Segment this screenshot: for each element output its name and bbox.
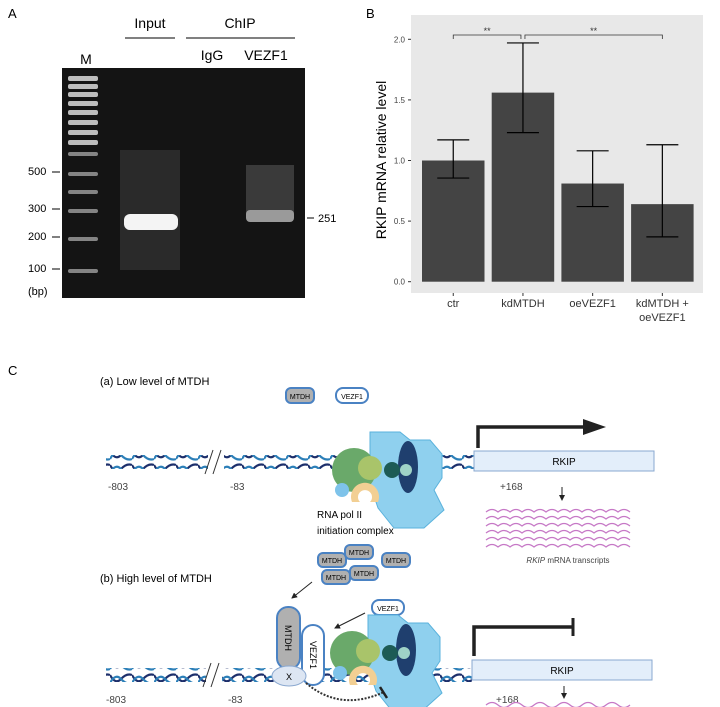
low-mtdh-title: (a) Low level of MTDH	[100, 376, 209, 388]
svg-text:+168: +168	[496, 695, 519, 706]
chip-label: ChIP	[224, 15, 255, 31]
dna-segment	[106, 455, 208, 469]
significance-label: **	[590, 26, 598, 36]
svg-text:MTDH: MTDH	[290, 394, 310, 401]
x-tick-label: kdMTDH +	[636, 298, 689, 310]
repressed-arrow	[472, 625, 573, 656]
high-mtdh-title: (b) High level of MTDH	[100, 573, 212, 585]
y-tick-label: 0.5	[394, 217, 406, 226]
significance-bracket	[524, 34, 663, 39]
svg-text:X: X	[286, 672, 292, 682]
marker-label: M	[80, 51, 92, 67]
svg-text:MTDH: MTDH	[326, 575, 346, 582]
igg-label: IgG	[201, 47, 224, 63]
significance-label: **	[484, 26, 492, 36]
x-tick-label: kdMTDH	[501, 298, 544, 310]
complex-label: RNA pol II	[317, 510, 362, 521]
svg-text:VEZF1: VEZF1	[308, 641, 318, 669]
svg-text:500: 500	[28, 166, 46, 178]
svg-text:-803: -803	[108, 482, 128, 493]
size-markers: 500 300 200 100 (bp)	[28, 166, 60, 298]
mtdh-protein	[285, 387, 315, 404]
input-label: Input	[134, 15, 165, 31]
svg-text:MTDH: MTDH	[349, 550, 369, 557]
svg-text:300: 300	[28, 203, 46, 215]
transcription-arrow	[476, 425, 585, 448]
svg-text:RKIP: RKIP	[550, 666, 574, 677]
y-tick-label: 2.0	[394, 35, 406, 44]
svg-text:MTDH: MTDH	[354, 571, 374, 578]
svg-text:-803: -803	[106, 695, 126, 706]
mrna-transcripts	[485, 508, 631, 548]
bar	[422, 160, 485, 282]
panel-label-b: B	[366, 6, 375, 21]
bar-chart: 0.0 0.5 1.0 1.5 2.0 ctr kdMTDH oeVEZF1 kdMTDH + o…	[394, 15, 703, 324]
inhibition-arc	[305, 682, 385, 702]
svg-text:initiation complex: initiation complex	[317, 526, 394, 537]
svg-text:MTDH: MTDH	[386, 558, 406, 565]
vezf1-bound	[301, 624, 325, 686]
svg-text:VEZF1: VEZF1	[377, 606, 399, 613]
gel-image	[62, 68, 305, 298]
band-size-label: 251	[318, 213, 336, 225]
mtdh-cluster: MTDH MTDH MTDH MTDH MTDH VEZF1	[317, 544, 411, 616]
svg-text:100: 100	[28, 263, 46, 275]
svg-text:200: 200	[28, 231, 46, 243]
y-tick-label: 0.0	[394, 278, 406, 287]
vezf1-lane-label: VEZF1	[244, 47, 288, 63]
x-tick-label: oeVEZF1	[639, 312, 685, 324]
y-tick-label: 1.0	[394, 157, 406, 166]
x-tick-label: oeVEZF1	[569, 298, 615, 310]
rkip-gene-box	[473, 450, 655, 472]
x-tick-label: ctr	[447, 298, 460, 310]
svg-text:VEZF1: VEZF1	[341, 394, 363, 401]
svg-text:MTDH: MTDH	[283, 625, 293, 651]
svg-text:+168: +168	[500, 482, 523, 493]
svg-text:(bp): (bp)	[28, 286, 48, 298]
significance-bracket	[452, 34, 522, 39]
y-tick-label: 1.5	[394, 96, 406, 105]
svg-text:MTDH: MTDH	[322, 558, 342, 565]
panel-label-a: A	[8, 6, 17, 21]
break-mark	[204, 449, 214, 475]
svg-text:RKIP mRNA transcripts: RKIP mRNA transcripts	[526, 556, 609, 565]
panel-label-c: C	[8, 363, 17, 378]
svg-text:RKIP: RKIP	[552, 457, 576, 468]
x-protein	[271, 665, 307, 687]
svg-text:-83: -83	[228, 695, 243, 706]
rkip-gene-box	[471, 659, 653, 681]
low-mtdh-diagram: (a) Low level of MTDH MTDH VEZF1 RKIP -8…	[100, 376, 655, 565]
vezf1-protein	[335, 387, 369, 404]
y-axis-label: RKIP mRNA relative level	[373, 81, 389, 239]
high-mtdh-diagram: (b) High level of MTDH MTDH MTDH MTDH MT…	[100, 544, 653, 707]
svg-text:-83: -83	[230, 482, 245, 493]
